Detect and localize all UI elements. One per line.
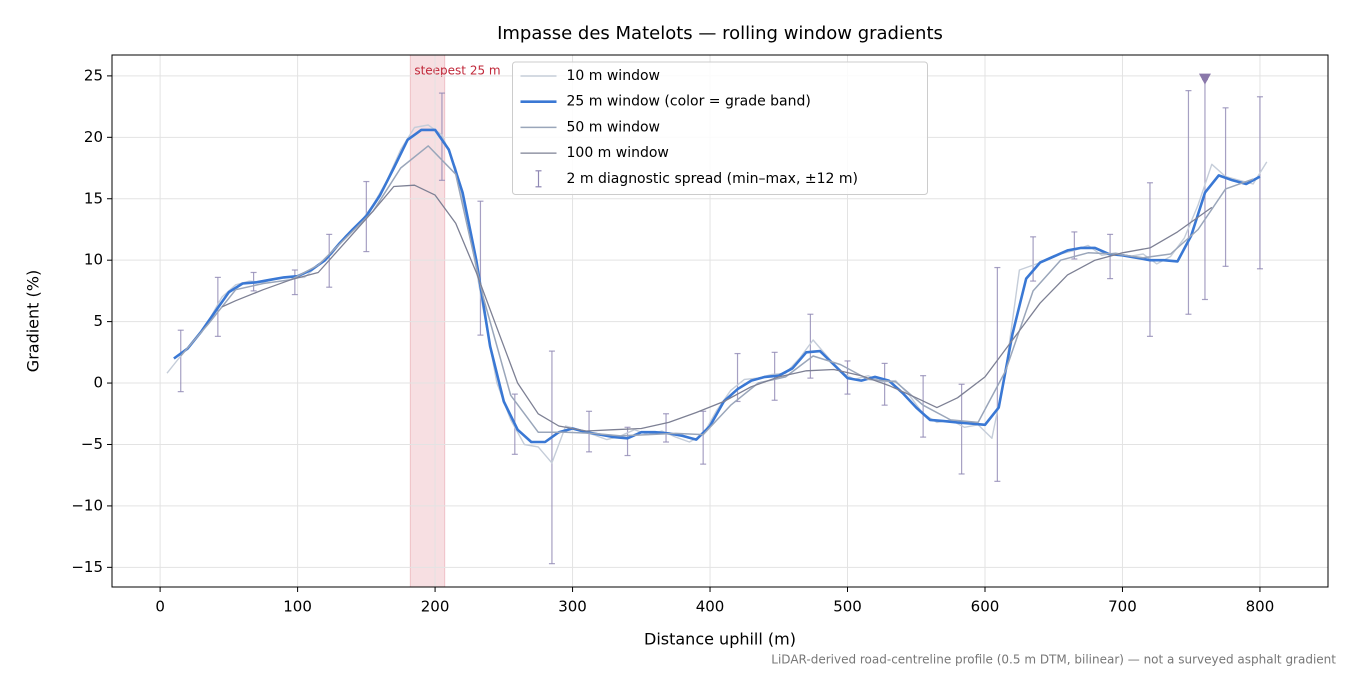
x-tick-label: 400 bbox=[696, 598, 725, 616]
peak-marker bbox=[1198, 73, 1211, 85]
series-line bbox=[173, 128, 1261, 444]
error-bar bbox=[663, 413, 670, 443]
legend-label: 25 m window (color = grade band) bbox=[567, 94, 811, 110]
series-line bbox=[221, 184, 1213, 432]
footnote: LiDAR-derived road-centreline profile (0… bbox=[771, 653, 1336, 667]
legend-label: 2 m diagnostic spread (min–max, ±12 m) bbox=[567, 171, 858, 187]
y-tick-label: −5 bbox=[81, 435, 103, 453]
chart-title: Impasse des Matelots — rolling window gr… bbox=[497, 23, 943, 44]
error-bar bbox=[1185, 90, 1192, 315]
x-tick-label: 600 bbox=[971, 598, 1000, 616]
error-bar bbox=[807, 313, 814, 379]
error-bar bbox=[477, 200, 484, 336]
legend-label: 100 m window bbox=[567, 145, 669, 161]
y-tick-label: 25 bbox=[84, 66, 103, 84]
x-tick-label: 0 bbox=[155, 598, 165, 616]
x-tick-label: 100 bbox=[283, 598, 312, 616]
x-axis-label: Distance uphill (m) bbox=[644, 630, 796, 649]
error-bar bbox=[624, 426, 631, 457]
y-axis-label: Gradient (%) bbox=[24, 270, 43, 372]
highlight-band bbox=[409, 54, 446, 588]
error-bar bbox=[548, 350, 555, 565]
x-tick-label: 500 bbox=[833, 598, 862, 616]
highlight-label: steepest 25 m bbox=[414, 64, 500, 78]
error-bar bbox=[1256, 96, 1263, 270]
y-tick-label: 10 bbox=[84, 251, 103, 269]
y-tick-label: −15 bbox=[71, 558, 103, 576]
legend-label: 10 m window bbox=[567, 68, 660, 84]
x-tick-label: 700 bbox=[1108, 598, 1137, 616]
x-tick-label: 800 bbox=[1246, 598, 1275, 616]
y-tick-label: 20 bbox=[84, 128, 103, 146]
legend-swatch bbox=[535, 170, 542, 188]
error-bar bbox=[1030, 236, 1037, 282]
error-bar bbox=[700, 410, 707, 465]
error-bar bbox=[994, 266, 1001, 482]
x-tick-label: 200 bbox=[421, 598, 450, 616]
error-bar bbox=[291, 269, 298, 296]
error-bar bbox=[177, 329, 184, 393]
error-bar bbox=[958, 383, 965, 475]
legend-label: 50 m window bbox=[567, 119, 660, 135]
y-tick-label: 0 bbox=[93, 374, 103, 392]
error-bar bbox=[1071, 231, 1078, 260]
plot-frame bbox=[111, 54, 1329, 588]
y-tick-label: 15 bbox=[84, 189, 103, 207]
legend-box bbox=[512, 61, 928, 195]
error-bar bbox=[1222, 107, 1229, 267]
error-bar bbox=[920, 375, 927, 438]
series-line bbox=[180, 145, 1254, 437]
y-tick-label: 5 bbox=[93, 312, 103, 330]
x-tick-label: 300 bbox=[558, 598, 587, 616]
y-tick-label: −10 bbox=[71, 496, 103, 514]
